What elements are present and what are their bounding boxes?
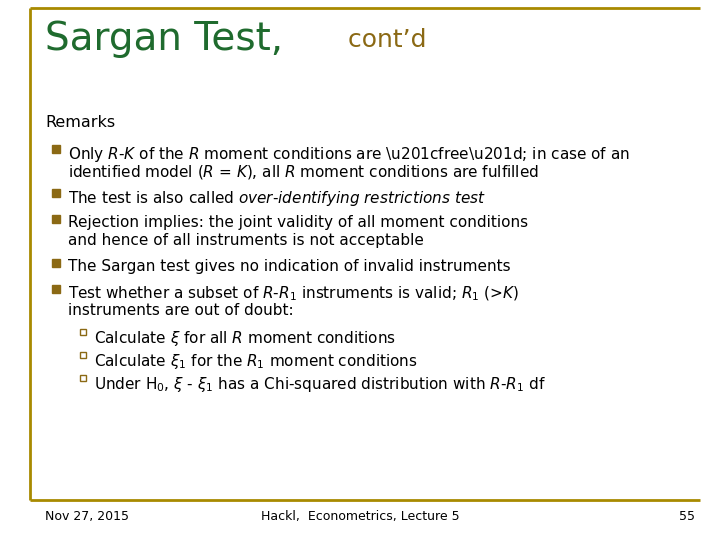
Text: 55: 55 bbox=[679, 510, 695, 523]
Text: Under H$_0$, $\xi$ - $\xi_1$ has a Chi-squared distribution with $\it{R}$-$\it{R: Under H$_0$, $\xi$ - $\xi_1$ has a Chi-s… bbox=[94, 375, 546, 394]
Text: The test is also called $\it{over}$-$\it{identifying}$ $\it{restrictions}$ $\it{: The test is also called $\it{over}$-$\it… bbox=[68, 189, 486, 208]
Bar bbox=[52, 189, 60, 197]
Text: instruments are out of doubt:: instruments are out of doubt: bbox=[68, 303, 294, 318]
Bar bbox=[80, 329, 86, 335]
Bar bbox=[80, 375, 86, 381]
Text: identified model ($\it{R}$ = $\it{K}$), all $\it{R}$ moment conditions are fulfi: identified model ($\it{R}$ = $\it{K}$), … bbox=[68, 163, 539, 181]
Text: Only $\it{R}$-$\it{K}$ of the $\it{R}$ moment conditions are \u201cfree\u201d; i: Only $\it{R}$-$\it{K}$ of the $\it{R}$ m… bbox=[68, 145, 630, 164]
Text: and hence of all instruments is not acceptable: and hence of all instruments is not acce… bbox=[68, 233, 424, 248]
Bar bbox=[52, 145, 60, 153]
Text: Remarks: Remarks bbox=[45, 115, 115, 130]
Text: cont’d: cont’d bbox=[340, 28, 426, 52]
Text: Calculate $\xi$ for all $\it{R}$ moment conditions: Calculate $\xi$ for all $\it{R}$ moment … bbox=[94, 329, 396, 348]
Bar bbox=[80, 352, 86, 358]
Text: Nov 27, 2015: Nov 27, 2015 bbox=[45, 510, 129, 523]
Text: Hackl,  Econometrics, Lecture 5: Hackl, Econometrics, Lecture 5 bbox=[261, 510, 459, 523]
Text: Rejection implies: the joint validity of all moment conditions: Rejection implies: the joint validity of… bbox=[68, 215, 528, 230]
Text: Calculate $\xi_1$ for the $\it{R}_1$ moment conditions: Calculate $\xi_1$ for the $\it{R}_1$ mom… bbox=[94, 352, 418, 371]
Text: The Sargan test gives no indication of invalid instruments: The Sargan test gives no indication of i… bbox=[68, 259, 510, 274]
Text: Sargan Test,: Sargan Test, bbox=[45, 20, 283, 58]
Bar bbox=[52, 259, 60, 267]
Bar bbox=[52, 285, 60, 293]
Text: Test whether a subset of $\it{R}$-$\it{R}_1$ instruments is valid; $\it{R}_1$ (>: Test whether a subset of $\it{R}$-$\it{R… bbox=[68, 285, 519, 303]
Bar bbox=[52, 215, 60, 223]
